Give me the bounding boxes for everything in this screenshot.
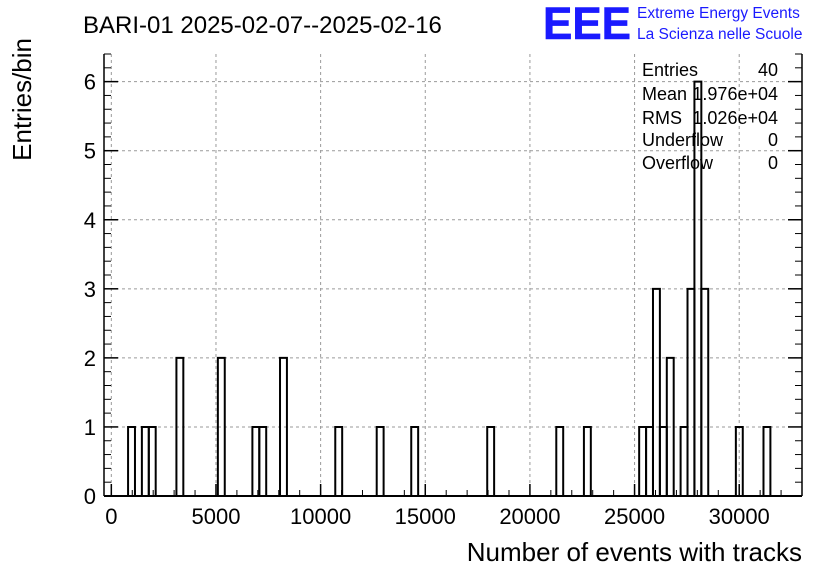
- stats-value: 0: [768, 153, 778, 173]
- histogram-bar: [258, 425, 268, 496]
- x-tick-label: 15000: [395, 504, 456, 529]
- stats-label: Mean: [642, 84, 687, 104]
- histogram-bar: [410, 425, 420, 496]
- stats-row-mean: Mean 1.976e+04: [642, 84, 778, 104]
- y-axis-label: Entries/bin: [7, 38, 37, 161]
- stats-label: Underflow: [642, 130, 724, 150]
- histogram-bar: [665, 356, 675, 496]
- stats-row-entries: Entries 40: [642, 60, 778, 80]
- stats-value: 1.976e+04: [692, 84, 778, 104]
- stats-row-underflow: Underflow 0: [642, 130, 778, 150]
- x-axis-label: Number of events with tracks: [467, 537, 802, 567]
- histogram-bar: [216, 356, 226, 496]
- histogram-bar: [700, 287, 710, 496]
- y-tick-label: 4: [84, 208, 96, 233]
- x-tick-label: 0: [105, 504, 117, 529]
- stats-value: 40: [758, 60, 778, 80]
- histogram-bar: [486, 425, 496, 496]
- y-tick-label: 6: [84, 70, 96, 95]
- histogram-bar: [762, 425, 772, 496]
- histogram-bar: [734, 425, 744, 496]
- stats-label: Overflow: [642, 153, 714, 173]
- logo-line-2: La Scienza nelle Scuole: [637, 26, 802, 43]
- chart-title: BARI-01 2025-02-07--2025-02-16: [83, 12, 442, 39]
- x-tick-label: 10000: [290, 504, 351, 529]
- histogram-bar: [279, 356, 288, 496]
- x-tick-label: 5000: [191, 504, 240, 529]
- histogram-bar: [147, 425, 157, 496]
- stats-value: 1.026e+04: [692, 108, 778, 128]
- histogram-bar: [582, 425, 592, 496]
- eee-logo: EEE Extreme Energy Events La Scienza nel…: [543, 0, 803, 49]
- histogram-bar: [175, 356, 185, 496]
- tick-labels: 0 5000 10000 15000 20000 25000 30000 0 1 2 3 4 5 6: [84, 70, 770, 529]
- axes: [103, 53, 803, 497]
- x-tick-label: 20000: [499, 504, 560, 529]
- stats-value: 0: [768, 130, 778, 150]
- stats-box: Entries 40 Mean 1.976e+04 RMS 1.026e+04 …: [642, 60, 778, 173]
- stats-label: Entries: [642, 60, 698, 80]
- y-tick-label: 0: [84, 484, 96, 509]
- histogram-bars: [104, 80, 802, 497]
- y-tick-label: 1: [84, 415, 96, 440]
- x-tick-label: 30000: [709, 504, 770, 529]
- logo-line-1: Extreme Energy Events: [637, 5, 800, 22]
- y-tick-label: 3: [84, 277, 96, 302]
- y-tick-label: 2: [84, 346, 96, 371]
- histogram-bar: [334, 425, 344, 496]
- y-tick-label: 5: [84, 139, 96, 164]
- histogram-bar: [127, 425, 136, 496]
- x-tick-label: 25000: [604, 504, 665, 529]
- eee-logo-text: EEE: [543, 0, 631, 49]
- histogram-bar: [375, 425, 385, 496]
- histogram-bar: [555, 425, 565, 496]
- stats-label: RMS: [642, 108, 682, 128]
- stats-row-overflow: Overflow 0: [642, 153, 778, 173]
- stats-row-rms: RMS 1.026e+04: [642, 108, 778, 128]
- histogram-bar: [651, 287, 661, 496]
